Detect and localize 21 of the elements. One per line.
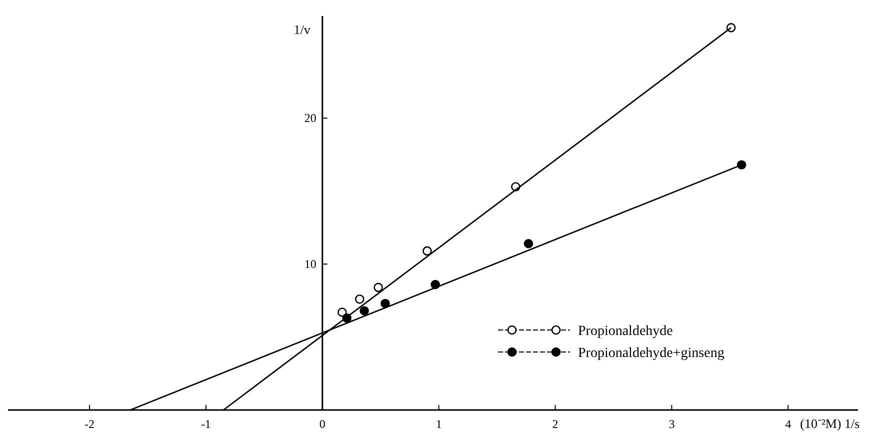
x-tick-label: 0: [319, 417, 326, 431]
y-axis-title: 1/v: [294, 22, 311, 37]
point: [380, 298, 390, 308]
legend-label: Propionaldehyde: [578, 324, 673, 339]
legend-label: Propionaldehyde+ginseng: [578, 346, 724, 361]
y-tick-label: 20: [304, 111, 316, 126]
y-tick-label: 10: [304, 257, 316, 272]
x-axis-title: (10⁻²M) 1/s: [800, 416, 860, 431]
x-tick-label: -2: [84, 417, 95, 431]
point: [338, 308, 347, 317]
point: [736, 160, 746, 170]
point: [374, 282, 383, 292]
x-tick-label: 4: [785, 417, 792, 431]
point: [354, 294, 364, 304]
point: [360, 306, 369, 316]
x-tick-label: -1: [200, 417, 211, 431]
x-tick-label: 1: [436, 417, 442, 431]
point: [524, 238, 534, 248]
x-tick-label: 3: [668, 417, 675, 431]
x-tick-label: 2: [552, 417, 558, 431]
point: [422, 246, 432, 256]
